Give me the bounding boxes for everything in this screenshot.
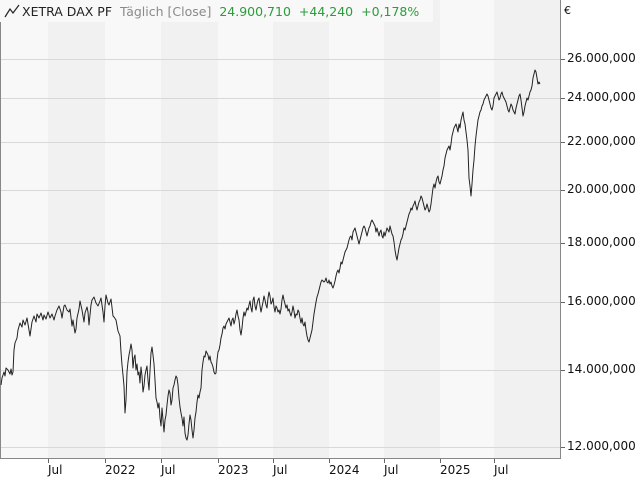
price-change-pct: +0,178% <box>361 3 420 19</box>
y-label: 22.000,000 <box>567 134 636 148</box>
y-label: 12.000,000 <box>567 439 636 453</box>
x-label: Jul <box>273 463 288 477</box>
y-label: 26.000,000 <box>567 51 636 65</box>
y-label: 14.000,000 <box>567 362 636 376</box>
y-label: 20.000,000 <box>567 182 636 196</box>
x-label: Jul <box>48 463 63 477</box>
line-chart-icon <box>4 4 20 18</box>
gridlines <box>0 59 560 448</box>
x-ticks <box>48 459 495 463</box>
currency-label: € <box>564 4 571 17</box>
interval-label[interactable]: Täglich [Close] <box>120 3 212 19</box>
y-ticks <box>561 59 565 448</box>
x-label: 2024 <box>329 463 360 477</box>
x-label: Jul <box>384 463 399 477</box>
price-change: +44,240 <box>298 3 354 19</box>
y-label: 18.000,000 <box>567 235 636 249</box>
x-label: 2022 <box>105 463 136 477</box>
y-label: 16.000,000 <box>567 294 636 308</box>
last-price: 24.900,710 <box>219 3 291 19</box>
y-label: 24.000,000 <box>567 90 636 104</box>
x-label: 2025 <box>440 463 471 477</box>
instrument-name[interactable]: XETRA DAX PF <box>22 3 113 19</box>
price-line <box>0 69 541 441</box>
chart-header: XETRA DAX PF Täglich [Close] 24.900,710 … <box>0 0 434 22</box>
period-bands <box>0 0 560 458</box>
x-label: 2023 <box>218 463 249 477</box>
x-label: Jul <box>494 463 509 477</box>
x-label: Jul <box>161 463 176 477</box>
